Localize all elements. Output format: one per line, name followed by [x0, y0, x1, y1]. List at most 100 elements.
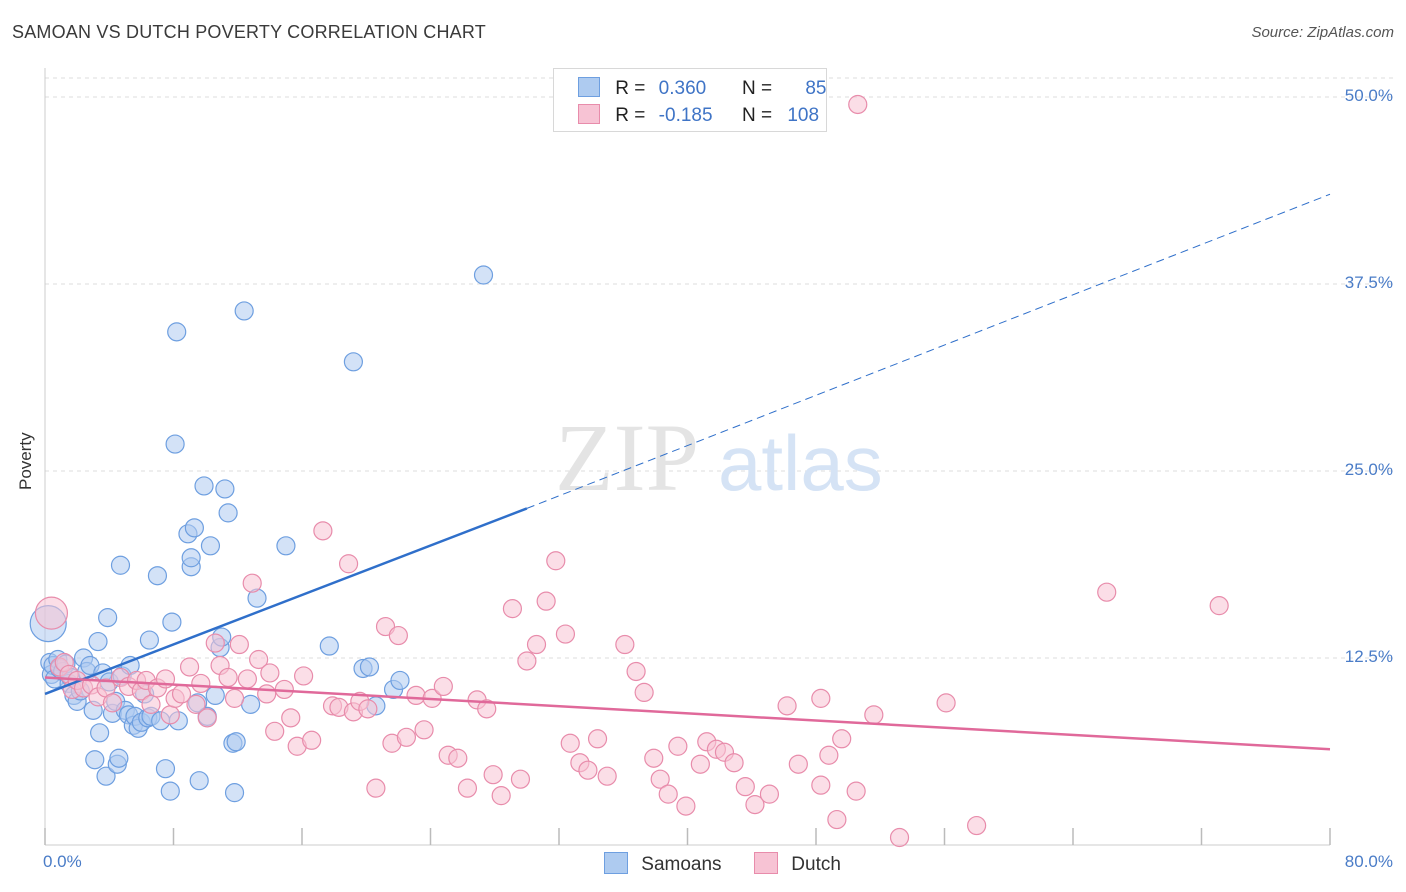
- gridlines: [45, 77, 1395, 659]
- series-dutch: [34, 94, 1229, 848]
- samoans-point: [147, 566, 168, 586]
- samoans-point: [218, 503, 238, 523]
- dutch-point: [510, 769, 531, 789]
- dutch-point: [102, 693, 123, 713]
- dutch-point: [483, 765, 503, 785]
- samoans-point: [98, 608, 118, 628]
- samoans-point: [155, 759, 176, 779]
- dutch-point: [491, 786, 511, 806]
- dutch-point: [832, 729, 852, 749]
- dutch-point: [265, 721, 285, 741]
- samoans-point: [165, 434, 185, 454]
- dutch-point: [658, 784, 678, 804]
- dutch-point: [777, 696, 797, 716]
- correlation-legend: R = 0.360 N = 85 R = -0.185 N = 108: [553, 68, 827, 132]
- dutch-point: [735, 777, 755, 797]
- dutch-point: [218, 667, 238, 688]
- dutch-point: [197, 708, 217, 728]
- legend-row-samoans: R = 0.360 N = 85: [578, 77, 826, 99]
- samoans-point: [167, 322, 187, 342]
- samoans-point: [200, 536, 221, 556]
- dutch-point: [257, 684, 277, 704]
- samoans-point: [96, 766, 116, 786]
- dutch-point: [141, 694, 161, 714]
- dutch-point: [160, 705, 180, 725]
- x-tick-label: 80.0%: [1344, 852, 1393, 871]
- legend-r-label: R =: [615, 105, 646, 126]
- legend-item-dutch: Dutch: [754, 852, 841, 876]
- dutch-point: [819, 745, 839, 765]
- samoans-point: [85, 750, 105, 770]
- samoans-point: [343, 352, 363, 372]
- dutch-trend-line: [44, 676, 1331, 751]
- x-tick-label: 0.0%: [43, 852, 82, 871]
- samoans-trend-line: [44, 507, 528, 696]
- dutch-point: [224, 688, 245, 708]
- samoans-point: [194, 476, 214, 496]
- series-samoans: [29, 265, 494, 803]
- dutch-point: [229, 634, 249, 655]
- samoans-point: [181, 548, 201, 568]
- dutch-point: [967, 815, 987, 836]
- watermark-atlas: atlas: [718, 419, 883, 507]
- samoans-point: [224, 783, 245, 803]
- legend-n-label: N =: [741, 78, 773, 99]
- dutch-point: [302, 730, 322, 750]
- samoans-legend-swatch: [604, 852, 628, 874]
- legend-n-value: 108: [787, 105, 820, 126]
- axes: [44, 68, 1331, 846]
- source-label: Source: ZipAtlas.com: [1251, 24, 1394, 41]
- legend-n-label: N =: [741, 105, 773, 126]
- dutch-point: [587, 729, 608, 749]
- dutch-point: [864, 705, 884, 725]
- dutch-point: [668, 736, 688, 756]
- dutch-point: [281, 708, 301, 728]
- legend-r-label: R =: [615, 78, 646, 99]
- samoans-point: [184, 518, 204, 538]
- samoans-point: [359, 657, 380, 677]
- samoans-point: [109, 748, 129, 768]
- dutch-point: [827, 809, 847, 830]
- trend-lines: [44, 193, 1331, 751]
- dutch-point: [388, 625, 408, 646]
- samoans-point: [241, 694, 261, 714]
- dutch-point: [448, 748, 468, 768]
- dutch-point: [1209, 596, 1229, 616]
- legend-label-dutch: Dutch: [791, 854, 841, 875]
- dutch-point: [457, 778, 478, 798]
- dutch-point: [650, 769, 670, 789]
- samoans-point: [139, 630, 160, 650]
- samoans-point: [205, 685, 225, 706]
- legend-n-value: 85: [805, 78, 827, 99]
- samoans-point: [215, 479, 235, 499]
- dutch-point: [526, 634, 547, 655]
- legend-r-value: 0.360: [658, 78, 707, 99]
- dutch-point: [889, 827, 910, 848]
- dutch-point: [338, 554, 359, 574]
- dutch-point: [502, 599, 523, 619]
- samoans-point: [110, 555, 131, 575]
- dutch-point: [690, 754, 710, 774]
- dutch-point: [433, 676, 453, 697]
- samoans-point: [90, 723, 110, 743]
- y-tick-label: 50.0%: [1344, 86, 1393, 105]
- samoans-point: [319, 636, 339, 656]
- samoans-point: [162, 612, 182, 632]
- dutch-point: [759, 784, 780, 804]
- dutch-point: [358, 699, 378, 719]
- y-tick-label: 12.5%: [1344, 647, 1393, 666]
- watermark: ZIP atlas: [555, 404, 883, 511]
- samoans-point: [234, 301, 254, 321]
- dutch-point: [546, 551, 566, 571]
- dutch-point: [179, 657, 200, 677]
- dutch-point: [186, 694, 206, 714]
- dutch-point: [788, 754, 808, 774]
- dutch-point: [34, 596, 69, 630]
- dutch-point: [477, 699, 497, 719]
- y-tick-label: 25.0%: [1344, 460, 1393, 479]
- dutch-point: [626, 661, 646, 682]
- dutch-point: [644, 748, 664, 768]
- dutch-point: [260, 663, 280, 683]
- dutch-point: [936, 693, 956, 713]
- dutch-point: [597, 766, 617, 786]
